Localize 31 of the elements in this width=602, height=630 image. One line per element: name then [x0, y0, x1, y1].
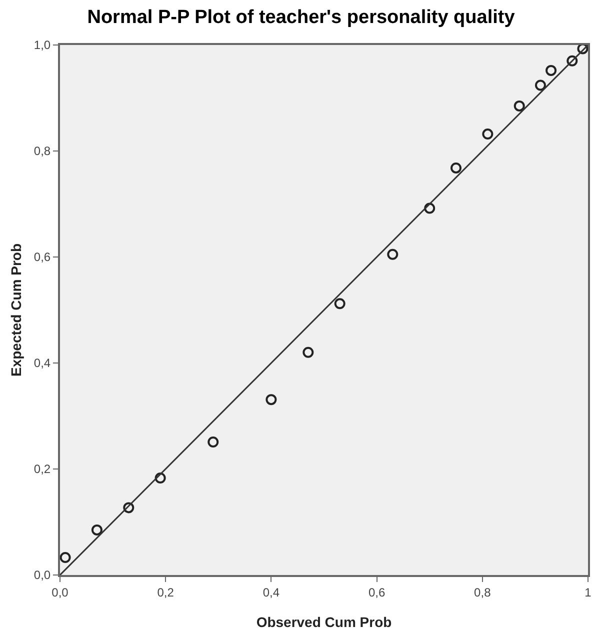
x-tick-label: 0,6 [368, 585, 386, 600]
y-tick-label: 0,8 [34, 144, 51, 158]
y-tick-label: 0,0 [34, 568, 51, 582]
point [302, 346, 314, 358]
point [60, 552, 71, 564]
point [534, 80, 546, 91]
y-axis-title: Expected Cum Prob [8, 243, 24, 377]
y-tick-label: 1,0 [34, 38, 51, 52]
x-tick-label: 0,2 [157, 585, 174, 600]
point [208, 436, 219, 448]
point [154, 472, 166, 484]
x-tick-label: 0,4 [262, 585, 280, 600]
point [123, 502, 134, 514]
point [424, 202, 436, 214]
chart-title: Normal P-P Plot of teacher's personality quality [87, 6, 516, 28]
point [387, 248, 398, 260]
point [566, 55, 578, 66]
x-tick-label: 0,0 [52, 585, 69, 600]
x-tick-label: 0,8 [474, 585, 492, 600]
y-tick-label: 0,4 [34, 356, 51, 370]
point [546, 64, 557, 76]
x-tick-label: 1 [584, 585, 592, 600]
point [450, 162, 462, 174]
x-axis-title: Observed Cum Prob [256, 614, 392, 630]
y-tick-label: 0,2 [34, 462, 51, 476]
point [266, 394, 277, 406]
point [514, 100, 525, 112]
point [91, 524, 102, 536]
point [482, 128, 494, 140]
point [334, 298, 346, 310]
y-tick-label: 0,6 [34, 250, 51, 264]
